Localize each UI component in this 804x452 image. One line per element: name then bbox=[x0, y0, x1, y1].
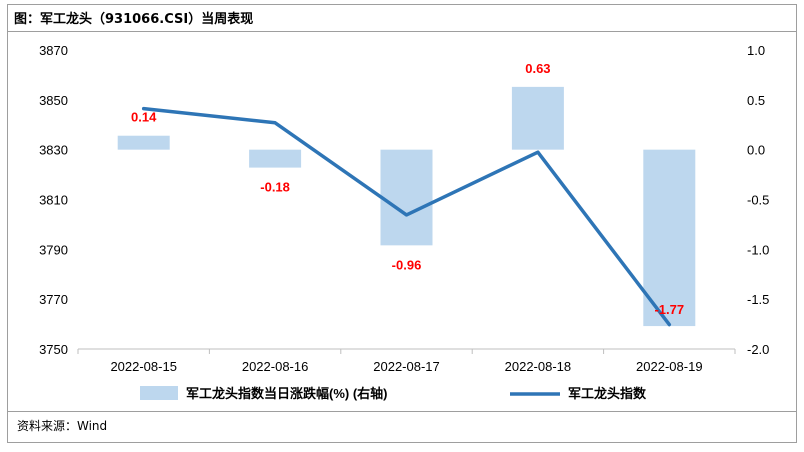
axes: 2022-08-15 2022-08-16 2022-08-17 2022-08-18… bbox=[39, 43, 769, 374]
source-note: 资料来源：Wind bbox=[17, 419, 108, 433]
x-tick-label: 2022-08-15 bbox=[110, 359, 177, 374]
legend-line-label: 军工龙头指数 bbox=[568, 386, 647, 401]
left-tick-label: 3770 bbox=[39, 292, 68, 307]
chart-title: 图：军工龙头（931066.CSI）当周表现 bbox=[14, 12, 254, 27]
bar bbox=[511, 86, 564, 150]
bar-value-label: -1.77 bbox=[654, 302, 684, 317]
right-tick-label: -1.5 bbox=[747, 292, 769, 307]
x-tick-label: 2022-08-16 bbox=[242, 359, 309, 374]
right-tick-label: 0.0 bbox=[747, 143, 765, 158]
left-tick-label: 3830 bbox=[39, 143, 68, 158]
x-tick-label: 2022-08-19 bbox=[636, 359, 703, 374]
left-tick-label: 3790 bbox=[39, 242, 68, 257]
data-labels: 0.14 -0.18 -0.96 0.63 -1.77 bbox=[131, 61, 684, 317]
right-tick-label: -0.5 bbox=[747, 193, 769, 208]
bar bbox=[380, 149, 433, 246]
bar-series bbox=[117, 86, 696, 327]
legend-bar-label: 军工龙头指数当日涨跌幅(%) (右轴) bbox=[186, 386, 388, 401]
bar-value-label: 0.14 bbox=[131, 110, 157, 125]
bar-value-label: -0.96 bbox=[392, 257, 422, 272]
x-tick-label: 2022-08-17 bbox=[373, 359, 440, 374]
left-tick-label: 3850 bbox=[39, 93, 68, 108]
right-tick-label: 0.5 bbox=[747, 93, 765, 108]
bar-value-label: 0.63 bbox=[525, 61, 550, 76]
bar-value-label: -0.18 bbox=[260, 180, 290, 195]
left-tick-label: 3870 bbox=[39, 43, 68, 58]
legend-bar-swatch bbox=[140, 386, 178, 400]
x-tick-label: 2022-08-18 bbox=[505, 359, 572, 374]
source-divider bbox=[8, 411, 796, 412]
legend: 军工龙头指数当日涨跌幅(%) (右轴) 军工龙头指数 bbox=[140, 386, 647, 401]
index-line bbox=[141, 106, 672, 327]
line-series bbox=[141, 106, 672, 327]
right-tick-label: -1.0 bbox=[747, 242, 769, 257]
title-divider bbox=[8, 31, 796, 32]
right-tick-label: -2.0 bbox=[747, 342, 769, 357]
left-tick-label: 3810 bbox=[39, 193, 68, 208]
bar bbox=[643, 149, 696, 327]
left-tick-label: 3750 bbox=[39, 342, 68, 357]
bar bbox=[117, 135, 170, 150]
right-tick-label: 1.0 bbox=[747, 43, 765, 58]
bar bbox=[249, 149, 302, 168]
